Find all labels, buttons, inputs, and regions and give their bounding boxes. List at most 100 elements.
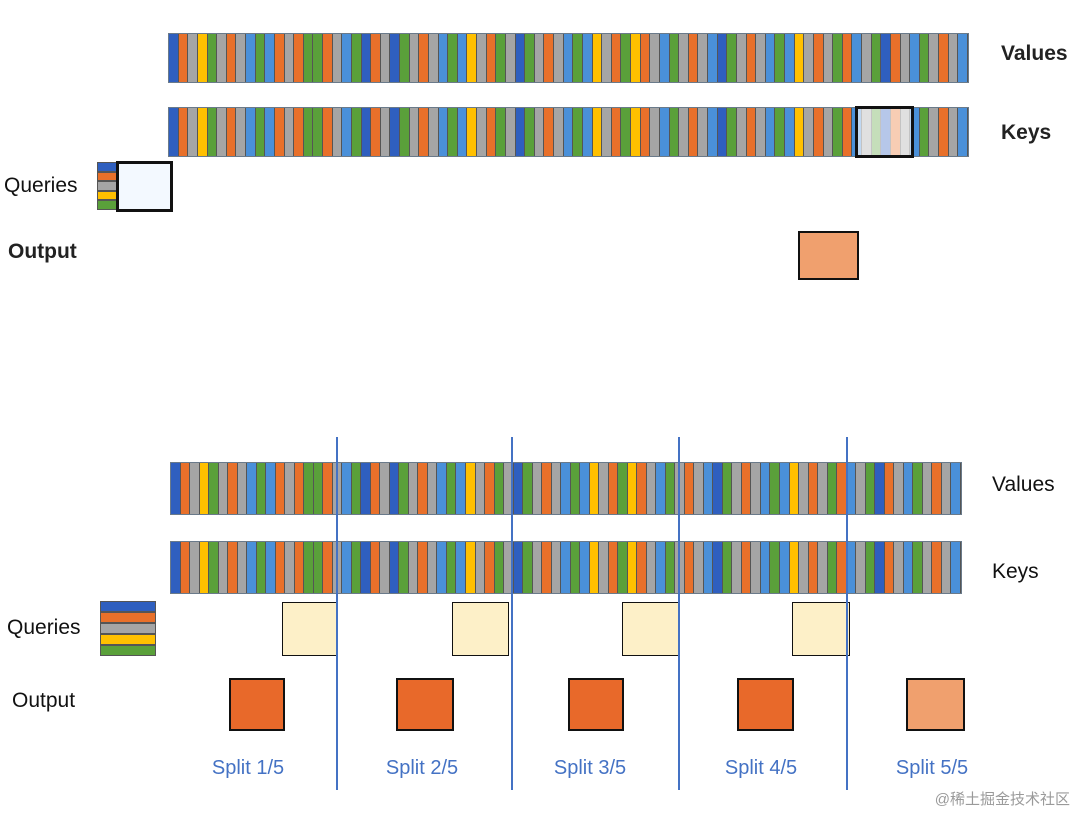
stripe [400,108,410,156]
stripe [428,108,439,156]
stripe [408,463,419,514]
stripe [197,108,208,156]
bottom-keys-bar [170,541,962,594]
stripe [602,108,612,156]
stripe [818,542,828,593]
split-divider-2 [511,437,513,790]
output-box-5 [906,678,965,731]
stripe [698,108,708,156]
stripe [703,463,714,514]
stripe [226,108,237,156]
stripe [237,542,248,593]
stripe [842,34,853,82]
stripe [246,34,256,82]
stripe [236,34,246,82]
stripe [188,108,198,156]
stripe [582,34,593,82]
stripe [266,542,276,593]
stripe [760,463,771,514]
stripe [513,542,524,593]
stripe [265,34,275,82]
stripe [246,108,256,156]
stripe [323,542,333,593]
stripe [589,463,600,514]
stripe [833,34,843,82]
stripe [592,34,603,82]
stripe [770,463,780,514]
stripe [256,542,267,593]
stripe [846,463,857,514]
stripe [525,34,535,82]
stripe [573,34,583,82]
stripe [760,542,771,593]
stripe [713,542,723,593]
stripe [475,542,486,593]
top-keys-bar [168,107,969,157]
stripe [679,108,689,156]
stripe [852,34,862,82]
stripe [544,108,554,156]
stripe [217,108,227,156]
stripe [717,108,728,156]
stripe [823,34,834,82]
stripe [640,108,651,156]
output-box-4 [737,678,794,731]
stripe [884,542,895,593]
stripe [389,542,400,593]
stripe [351,108,362,156]
stripe [804,34,814,82]
stripe [592,108,603,156]
stripe [627,463,638,514]
stripe [532,463,543,514]
stripe [408,542,419,593]
stripe [573,108,583,156]
stripe [515,34,526,82]
stripe [846,542,857,593]
stripe [785,34,795,82]
stripe [504,463,514,514]
stripe [948,108,959,156]
stripe [659,108,670,156]
stripe [371,108,381,156]
top-values-label: Values [1001,42,1068,65]
stripe [948,34,959,82]
stripe [621,34,631,82]
query-tile-1 [282,602,338,656]
stripe [197,34,208,82]
stripe [438,108,449,156]
query-row [100,612,156,623]
stripe [332,108,343,156]
stripe [808,463,819,514]
stripe [932,463,942,514]
stripe [665,542,676,593]
stripe [913,463,923,514]
output-box-1 [229,678,285,731]
stripe [169,108,179,156]
stripe [399,463,409,514]
stripe [684,463,695,514]
stripe [618,542,628,593]
stripe [675,463,685,514]
stripe [688,108,699,156]
stripe [409,108,420,156]
stripe [627,542,638,593]
stripe [808,542,819,593]
stripe [856,463,866,514]
stripe [457,108,468,156]
bottom-values-bar [170,462,962,515]
stripe [171,463,181,514]
stripe [361,34,372,82]
stripe [929,34,939,82]
stripe [589,542,600,593]
stripe [534,34,545,82]
stripe [703,542,714,593]
stripe [862,34,872,82]
stripe [477,34,487,82]
stripe [770,542,780,593]
stripe [284,34,295,82]
stripe [599,542,609,593]
stripe [457,34,468,82]
top-queries-stack [97,162,119,210]
stripe [580,463,590,514]
stripe [669,34,680,82]
